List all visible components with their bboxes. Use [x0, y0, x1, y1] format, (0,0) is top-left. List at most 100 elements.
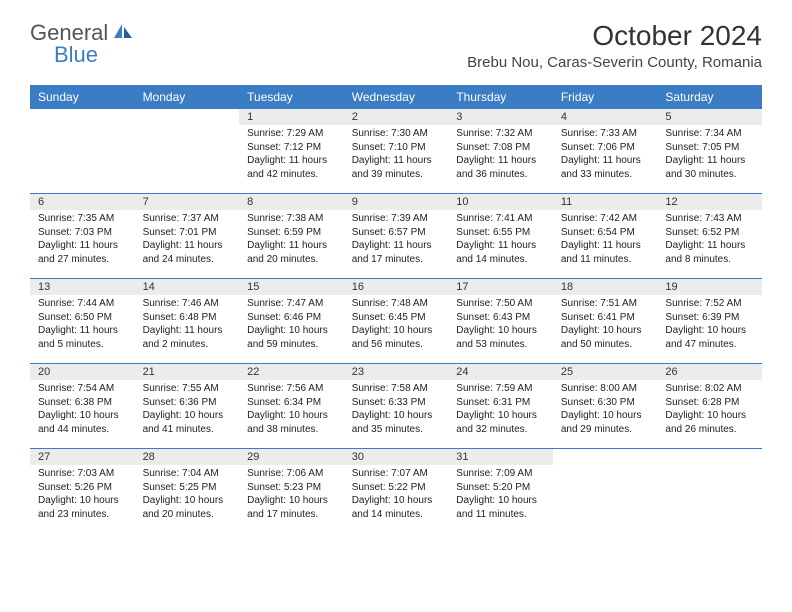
calendar-cell: 4Sunrise: 7:33 AMSunset: 7:06 PMDaylight…	[553, 109, 658, 193]
cell-body: Sunrise: 7:51 AMSunset: 6:41 PMDaylight:…	[553, 295, 658, 355]
calendar-cell: 7Sunrise: 7:37 AMSunset: 7:01 PMDaylight…	[135, 194, 240, 278]
day-headers-row: Sunday Monday Tuesday Wednesday Thursday…	[30, 85, 762, 109]
calendar-cell: 5Sunrise: 7:34 AMSunset: 7:05 PMDaylight…	[657, 109, 762, 193]
daylight-text: Daylight: 10 hours and 59 minutes.	[247, 324, 336, 351]
weeks-container: 1Sunrise: 7:29 AMSunset: 7:12 PMDaylight…	[30, 109, 762, 533]
location-subtitle: Brebu Nou, Caras-Severin County, Romania	[467, 54, 762, 71]
calendar-cell	[135, 109, 240, 193]
sunset-text: Sunset: 6:59 PM	[247, 226, 336, 240]
calendar-cell: 24Sunrise: 7:59 AMSunset: 6:31 PMDayligh…	[448, 364, 553, 448]
daylight-text: Daylight: 10 hours and 50 minutes.	[561, 324, 650, 351]
cell-date: 3	[448, 109, 553, 125]
calendar-cell: 10Sunrise: 7:41 AMSunset: 6:55 PMDayligh…	[448, 194, 553, 278]
sunrise-text: Sunrise: 7:58 AM	[352, 382, 441, 396]
cell-body: Sunrise: 7:39 AMSunset: 6:57 PMDaylight:…	[344, 210, 449, 270]
cell-body: Sunrise: 7:04 AMSunset: 5:25 PMDaylight:…	[135, 465, 240, 525]
daylight-text: Daylight: 11 hours and 33 minutes.	[561, 154, 650, 181]
daylight-text: Daylight: 10 hours and 20 minutes.	[143, 494, 232, 521]
calendar-cell: 20Sunrise: 7:54 AMSunset: 6:38 PMDayligh…	[30, 364, 135, 448]
daylight-text: Daylight: 10 hours and 44 minutes.	[38, 409, 127, 436]
sunset-text: Sunset: 6:41 PM	[561, 311, 650, 325]
day-header: Thursday	[448, 85, 553, 109]
cell-body: Sunrise: 8:02 AMSunset: 6:28 PMDaylight:…	[657, 380, 762, 440]
header: General Blue October 2024 Brebu Nou, Car…	[0, 0, 792, 79]
cell-body: Sunrise: 7:30 AMSunset: 7:10 PMDaylight:…	[344, 125, 449, 185]
sunset-text: Sunset: 6:48 PM	[143, 311, 232, 325]
sunset-text: Sunset: 6:34 PM	[247, 396, 336, 410]
day-header: Monday	[135, 85, 240, 109]
daylight-text: Daylight: 10 hours and 35 minutes.	[352, 409, 441, 436]
sunset-text: Sunset: 7:06 PM	[561, 141, 650, 155]
sunrise-text: Sunrise: 7:03 AM	[38, 467, 127, 481]
calendar-cell: 9Sunrise: 7:39 AMSunset: 6:57 PMDaylight…	[344, 194, 449, 278]
sunrise-text: Sunrise: 7:04 AM	[143, 467, 232, 481]
daylight-text: Daylight: 10 hours and 32 minutes.	[456, 409, 545, 436]
sunrise-text: Sunrise: 7:06 AM	[247, 467, 336, 481]
calendar-cell: 22Sunrise: 7:56 AMSunset: 6:34 PMDayligh…	[239, 364, 344, 448]
sunset-text: Sunset: 5:25 PM	[143, 481, 232, 495]
sunset-text: Sunset: 7:03 PM	[38, 226, 127, 240]
cell-body: Sunrise: 7:09 AMSunset: 5:20 PMDaylight:…	[448, 465, 553, 525]
sunrise-text: Sunrise: 7:51 AM	[561, 297, 650, 311]
cell-body: Sunrise: 7:32 AMSunset: 7:08 PMDaylight:…	[448, 125, 553, 185]
daylight-text: Daylight: 10 hours and 53 minutes.	[456, 324, 545, 351]
cell-body: Sunrise: 7:47 AMSunset: 6:46 PMDaylight:…	[239, 295, 344, 355]
sunset-text: Sunset: 6:54 PM	[561, 226, 650, 240]
week-row: 20Sunrise: 7:54 AMSunset: 6:38 PMDayligh…	[30, 363, 762, 448]
week-row: 13Sunrise: 7:44 AMSunset: 6:50 PMDayligh…	[30, 278, 762, 363]
calendar-cell: 8Sunrise: 7:38 AMSunset: 6:59 PMDaylight…	[239, 194, 344, 278]
week-row: 6Sunrise: 7:35 AMSunset: 7:03 PMDaylight…	[30, 193, 762, 278]
day-header: Tuesday	[239, 85, 344, 109]
cell-date: 23	[344, 364, 449, 380]
cell-date: 15	[239, 279, 344, 295]
calendar-cell: 21Sunrise: 7:55 AMSunset: 6:36 PMDayligh…	[135, 364, 240, 448]
cell-date: 9	[344, 194, 449, 210]
cell-body: Sunrise: 7:44 AMSunset: 6:50 PMDaylight:…	[30, 295, 135, 355]
sunrise-text: Sunrise: 7:32 AM	[456, 127, 545, 141]
daylight-text: Daylight: 11 hours and 8 minutes.	[665, 239, 754, 266]
daylight-text: Daylight: 11 hours and 36 minutes.	[456, 154, 545, 181]
sunset-text: Sunset: 6:33 PM	[352, 396, 441, 410]
daylight-text: Daylight: 11 hours and 11 minutes.	[561, 239, 650, 266]
brand-sail-icon	[112, 22, 134, 45]
cell-date: 12	[657, 194, 762, 210]
sunrise-text: Sunrise: 7:43 AM	[665, 212, 754, 226]
sunrise-text: Sunrise: 8:02 AM	[665, 382, 754, 396]
cell-body: Sunrise: 7:29 AMSunset: 7:12 PMDaylight:…	[239, 125, 344, 185]
sunset-text: Sunset: 6:57 PM	[352, 226, 441, 240]
cell-body: Sunrise: 7:59 AMSunset: 6:31 PMDaylight:…	[448, 380, 553, 440]
daylight-text: Daylight: 10 hours and 38 minutes.	[247, 409, 336, 436]
daylight-text: Daylight: 11 hours and 30 minutes.	[665, 154, 754, 181]
sunset-text: Sunset: 7:05 PM	[665, 141, 754, 155]
daylight-text: Daylight: 11 hours and 42 minutes.	[247, 154, 336, 181]
calendar-cell: 29Sunrise: 7:06 AMSunset: 5:23 PMDayligh…	[239, 449, 344, 533]
brand-text-2: Blue	[54, 42, 98, 68]
cell-body: Sunrise: 7:46 AMSunset: 6:48 PMDaylight:…	[135, 295, 240, 355]
sunset-text: Sunset: 7:10 PM	[352, 141, 441, 155]
day-header: Saturday	[657, 85, 762, 109]
daylight-text: Daylight: 11 hours and 5 minutes.	[38, 324, 127, 351]
calendar-cell: 31Sunrise: 7:09 AMSunset: 5:20 PMDayligh…	[448, 449, 553, 533]
sunrise-text: Sunrise: 7:09 AM	[456, 467, 545, 481]
calendar-cell	[553, 449, 658, 533]
sunset-text: Sunset: 6:46 PM	[247, 311, 336, 325]
cell-date: 8	[239, 194, 344, 210]
cell-date: 16	[344, 279, 449, 295]
daylight-text: Daylight: 11 hours and 24 minutes.	[143, 239, 232, 266]
cell-date: 19	[657, 279, 762, 295]
daylight-text: Daylight: 11 hours and 17 minutes.	[352, 239, 441, 266]
week-row: 1Sunrise: 7:29 AMSunset: 7:12 PMDaylight…	[30, 109, 762, 193]
sunset-text: Sunset: 5:20 PM	[456, 481, 545, 495]
calendar-cell: 30Sunrise: 7:07 AMSunset: 5:22 PMDayligh…	[344, 449, 449, 533]
cell-date	[135, 109, 240, 113]
day-header: Sunday	[30, 85, 135, 109]
sunset-text: Sunset: 6:50 PM	[38, 311, 127, 325]
sunrise-text: Sunrise: 7:39 AM	[352, 212, 441, 226]
calendar-cell: 15Sunrise: 7:47 AMSunset: 6:46 PMDayligh…	[239, 279, 344, 363]
sunset-text: Sunset: 5:22 PM	[352, 481, 441, 495]
sunset-text: Sunset: 6:30 PM	[561, 396, 650, 410]
cell-date: 20	[30, 364, 135, 380]
cell-date	[657, 449, 762, 453]
daylight-text: Daylight: 10 hours and 47 minutes.	[665, 324, 754, 351]
cell-date: 11	[553, 194, 658, 210]
